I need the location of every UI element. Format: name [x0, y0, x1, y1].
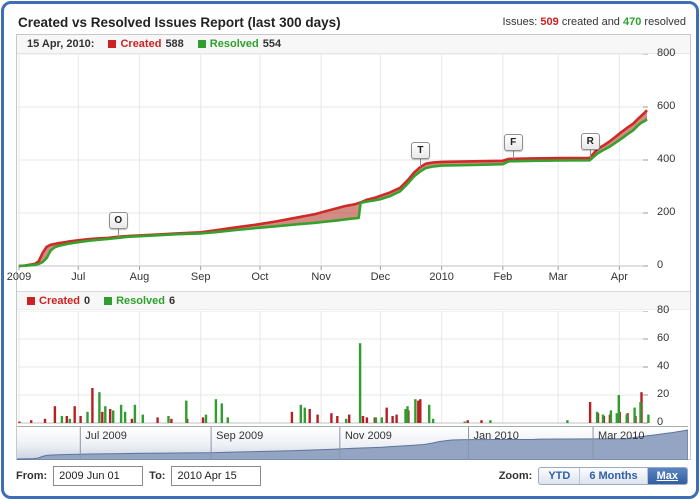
- navigator-label: Nov 2009: [344, 430, 392, 442]
- zoom-button-group: YTD 6 Months Max: [538, 467, 688, 485]
- flag-stem: [419, 158, 421, 168]
- flag-T[interactable]: T: [410, 142, 430, 160]
- daily-chart-legend: Created 0 Resolved 6: [17, 291, 690, 310]
- y-axis-label: 60: [657, 332, 670, 344]
- resolved-swatch-icon: [197, 40, 206, 48]
- page-title: Created vs Resolved Issues Report (last …: [18, 14, 341, 30]
- summary-mid: created and: [561, 16, 620, 28]
- y-axis-label: 600: [657, 100, 676, 112]
- created-count: 509: [540, 16, 559, 28]
- legend-date: 15 Apr, 2010:: [27, 38, 95, 50]
- navigator-label: Jan 2010: [473, 430, 519, 442]
- x-axis-label: 2009: [6, 271, 32, 283]
- header: Created vs Resolved Issues Report (last …: [18, 10, 686, 34]
- y-axis-label: 0: [657, 259, 664, 271]
- navigator-label: Sep 2009: [216, 430, 264, 442]
- y-axis-label: 800: [657, 47, 676, 59]
- resolved-swatch-icon: [104, 296, 113, 305]
- x-axis-label: Feb: [493, 271, 513, 283]
- x-axis-label: Aug: [129, 271, 150, 283]
- legend-created[interactable]: Created 588: [108, 38, 184, 50]
- x-axis-label: Jul: [71, 271, 86, 283]
- y-axis-label: 80: [657, 304, 670, 316]
- legend-daily-resolved[interactable]: Resolved 6: [104, 295, 175, 307]
- navigator-label: Jul 2009: [85, 430, 127, 442]
- chart-panel: 15 Apr, 2010: Created 588 Resolved 554 O…: [7, 34, 691, 460]
- main-plot[interactable]: O T F R: [18, 53, 663, 272]
- from-date-input[interactable]: [53, 466, 144, 486]
- navigator-label: Mar 2010: [598, 430, 645, 442]
- y-axis-label: 400: [657, 153, 676, 165]
- zoom-label: Zoom:: [498, 470, 533, 482]
- summary-suffix: resolved: [644, 16, 686, 28]
- y-axis-label: 40: [657, 360, 670, 372]
- created-swatch-icon: [108, 40, 117, 48]
- date-range-controls: From: To:: [16, 466, 262, 486]
- x-axis-label: Nov: [311, 271, 331, 283]
- x-axis-label: Apr: [610, 271, 628, 283]
- x-axis-label: Sep: [190, 271, 211, 283]
- daily-bar-plot[interactable]: [18, 310, 663, 425]
- summary-prefix: Issues:: [502, 16, 538, 28]
- legend-daily-created[interactable]: Created 0: [27, 295, 90, 307]
- to-date-input[interactable]: [171, 466, 262, 486]
- main-chart-legend: 15 Apr, 2010: Created 588 Resolved 554: [17, 35, 690, 54]
- flag-stem: [117, 227, 119, 237]
- x-axis-label: Oct: [251, 271, 269, 283]
- flag-O[interactable]: O: [108, 211, 128, 229]
- daily-plot-svg: [18, 310, 650, 424]
- issues-summary: Issues: 509 created and 470 resolved: [502, 16, 686, 28]
- navigator-svg: [17, 427, 688, 460]
- x-axis-label: Mar: [548, 271, 568, 283]
- legend-resolved[interactable]: Resolved 554: [197, 38, 281, 50]
- y-axis-label: 20: [657, 388, 670, 400]
- zoom-button-6-months[interactable]: 6 Months: [579, 468, 646, 484]
- from-label: From:: [16, 470, 48, 482]
- zoom-button-max[interactable]: Max: [646, 468, 687, 484]
- main-plot-svg: [18, 53, 648, 270]
- flag-stem: [589, 148, 591, 158]
- zoom-button-ytd[interactable]: YTD: [548, 470, 571, 482]
- to-label: To:: [149, 470, 166, 482]
- flag-F[interactable]: F: [503, 133, 523, 151]
- x-axis-label: 2010: [429, 271, 454, 283]
- zoom-controls: Zoom: YTD 6 Months Max: [499, 467, 688, 485]
- resolved-count: 470: [623, 16, 642, 28]
- navigator[interactable]: Jul 2009 Sep 2009 Nov 2009 Jan 2010 Mar 2010: [17, 426, 688, 460]
- flag-stem: [512, 149, 514, 159]
- x-axis-label: Dec: [370, 271, 391, 283]
- y-axis-label: 200: [657, 206, 676, 218]
- created-swatch-icon: [27, 296, 35, 305]
- y-axis-label: 0: [657, 416, 664, 428]
- flag-R[interactable]: R: [580, 132, 600, 150]
